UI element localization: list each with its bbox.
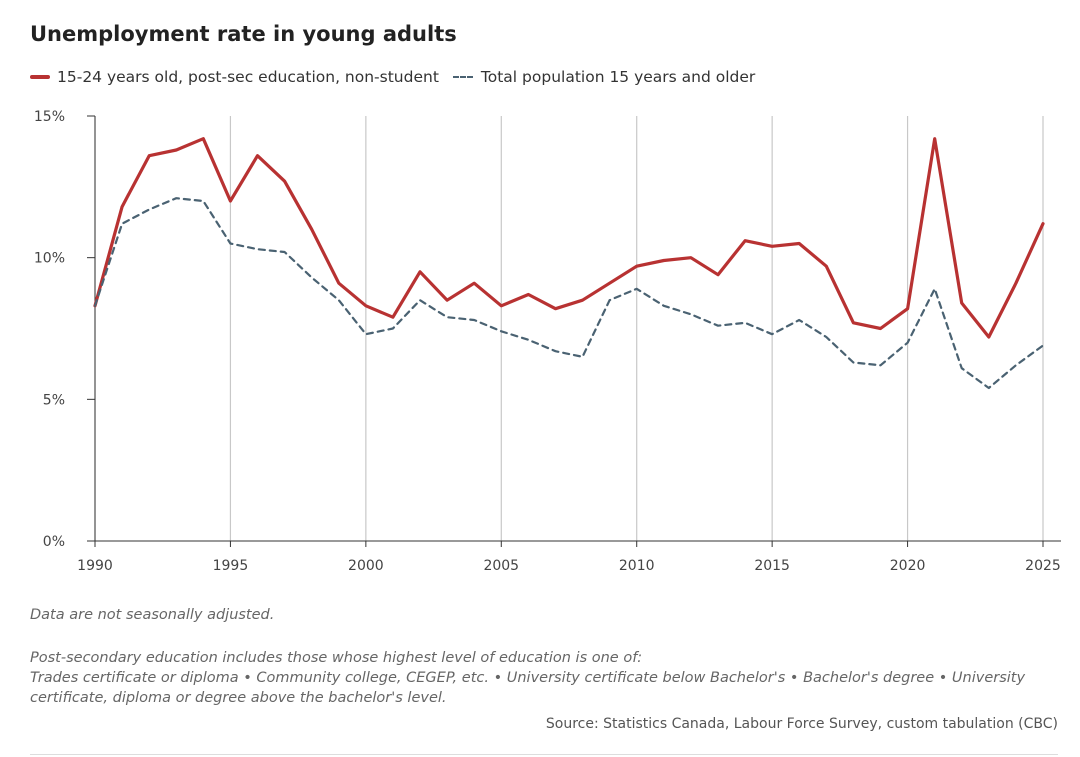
x-tick-label-1990: 1990 <box>77 558 113 574</box>
y-tick-label-10: 10% <box>34 251 65 267</box>
x-tick-label-2005: 2005 <box>483 558 519 574</box>
legend-label-series-2: Total population 15 years and older <box>480 68 756 86</box>
note-definition-line-3: certificate, diploma or degree above the… <box>30 690 447 706</box>
series-2 <box>93 197 1045 390</box>
source-credit: Source: Statistics Canada, Labour Force … <box>545 716 1058 732</box>
note-definition-line-1: Post-secondary education includes those … <box>30 650 643 666</box>
legend: 15-24 years old, post-sec education, non… <box>30 68 769 86</box>
x-tick-label-1995: 1995 <box>213 558 249 574</box>
series-1 <box>93 137 1045 339</box>
legend-item-series-2: Total population 15 years and older <box>452 68 756 86</box>
x-tick-label-2020: 2020 <box>890 558 926 574</box>
legend-swatch-series-1 <box>30 75 50 79</box>
chart-title: Unemployment rate in young adults <box>30 22 457 46</box>
series-line-2 <box>93 197 1045 390</box>
legend-item-series-1: 15-24 years old, post-sec education, non… <box>30 68 439 86</box>
y-tick-label-0: 0% <box>43 534 65 550</box>
legend-label-series-1: 15-24 years old, post-sec education, non… <box>57 68 439 86</box>
line-chart: 1990 1995 2000 2005 2010 2015 2020 2025 0% 5% 10% 1… <box>34 109 1061 574</box>
x-tick-label-2010: 2010 <box>619 558 655 574</box>
note-definition-line-2: Trades certificate or diploma • Communit… <box>30 670 1026 686</box>
x-tick-label-2025: 2025 <box>1025 558 1061 574</box>
note-seasonal: Data are not seasonally adjusted. <box>30 607 275 623</box>
y-tick-label-15: 15% <box>34 109 65 125</box>
legend-swatch-series-2 <box>452 76 473 78</box>
x-tick-label-2000: 2000 <box>348 558 384 574</box>
x-tick-label-2015: 2015 <box>754 558 790 574</box>
footer-divider <box>30 754 1058 755</box>
y-tick-label-5: 5% <box>43 392 65 408</box>
series-line-1 <box>93 137 1045 339</box>
